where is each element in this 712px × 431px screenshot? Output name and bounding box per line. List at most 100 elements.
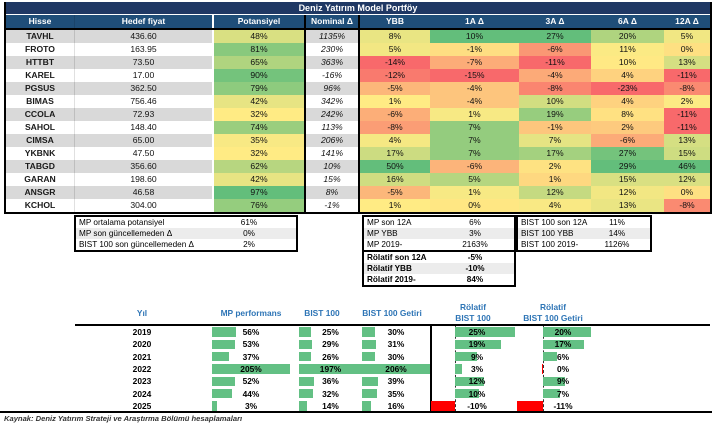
year-cell[interactable]: 2023 — [132, 376, 152, 387]
potential-cell[interactable]: 65% — [212, 56, 304, 69]
summary-value[interactable]: 6% — [469, 218, 481, 227]
perf-value-cell[interactable]: 14% — [322, 400, 339, 411]
delta-cell[interactable]: 13% — [664, 56, 710, 69]
delta-cell[interactable]: -14% — [360, 56, 430, 69]
delta-cell[interactable]: 7% — [430, 134, 519, 147]
delta-cell[interactable]: 1% — [519, 173, 591, 186]
potential-cell[interactable]: 97% — [212, 186, 304, 199]
delta-cell[interactable]: -23% — [591, 82, 664, 95]
target-price-cell[interactable]: 198.60 — [74, 173, 212, 186]
nominal-delta-cell[interactable]: 96% — [304, 82, 360, 95]
potential-cell[interactable]: 35% — [212, 134, 304, 147]
summary-label[interactable]: BIST 100 son güncellemeden Δ — [79, 240, 195, 249]
ticker-cell[interactable]: TABGD — [6, 160, 74, 173]
summary-label[interactable]: MP son 12A — [367, 218, 412, 227]
delta-cell[interactable]: -8% — [360, 121, 430, 134]
perf-value-cell[interactable]: 206% — [385, 363, 407, 374]
delta-cell[interactable]: 1% — [360, 95, 430, 108]
perf-value-cell[interactable]: 3% — [470, 363, 484, 374]
delta-cell[interactable]: -11% — [664, 69, 710, 82]
summary-value[interactable]: 14% — [608, 229, 626, 238]
perf-value-cell[interactable]: 30% — [387, 351, 405, 362]
nominal-delta-cell[interactable]: 1135% — [304, 30, 360, 43]
delta-cell[interactable]: -6% — [360, 108, 430, 121]
delta-cell[interactable]: -6% — [430, 160, 519, 173]
delta-cell[interactable]: 7% — [519, 134, 591, 147]
delta-cell[interactable]: -8% — [519, 82, 591, 95]
delta-cell[interactable]: 17% — [519, 147, 591, 160]
perf-value-cell[interactable]: 10% — [468, 388, 486, 399]
perf-value-cell[interactable]: 9% — [470, 351, 484, 362]
perf-value-cell[interactable]: 44% — [242, 388, 260, 399]
delta-cell[interactable]: 7% — [430, 147, 519, 160]
nominal-delta-cell[interactable]: 206% — [304, 134, 360, 147]
summary-label[interactable]: MP ortalama potansiyel — [79, 218, 165, 227]
perf-value-cell[interactable]: 37% — [242, 351, 260, 362]
perf-value-cell[interactable]: 6% — [556, 351, 570, 362]
delta-cell[interactable]: 12% — [664, 173, 710, 186]
delta-cell[interactable]: -5% — [360, 82, 430, 95]
summary-value[interactable]: 2163% — [462, 240, 488, 249]
ticker-cell[interactable]: FROTO — [25, 44, 55, 54]
delta-cell[interactable]: 5% — [664, 30, 710, 43]
delta-cell[interactable]: 1% — [360, 199, 430, 212]
nominal-delta-cell[interactable]: 342% — [304, 95, 360, 108]
perf-value-cell[interactable]: 56% — [242, 327, 260, 337]
target-price-cell[interactable]: 356.60 — [74, 160, 212, 173]
perf-value-cell[interactable]: 25% — [468, 327, 486, 337]
summary-label[interactable]: Rölatif son 12A — [367, 253, 427, 262]
year-cell[interactable]: 2022 — [132, 363, 152, 374]
target-price-cell[interactable]: 17.00 — [74, 69, 212, 82]
perf-value-cell[interactable]: 26% — [322, 351, 339, 362]
delta-cell[interactable]: -11% — [664, 108, 710, 121]
delta-cell[interactable]: -7% — [430, 56, 519, 69]
nominal-delta-cell[interactable]: 230% — [304, 43, 360, 56]
target-price-cell[interactable]: 47.50 — [74, 147, 212, 160]
column-header[interactable]: Nominal Δ — [304, 15, 360, 28]
delta-cell[interactable]: 15% — [591, 173, 664, 186]
column-header[interactable]: 1A Δ — [464, 16, 485, 26]
perf-value-cell[interactable]: -11% — [553, 400, 573, 411]
perf-value-cell[interactable]: 20% — [554, 327, 572, 337]
perf-value-cell[interactable]: 12% — [468, 376, 486, 387]
ticker-cell[interactable]: HTTBT — [6, 56, 74, 69]
delta-cell[interactable]: -11% — [519, 56, 591, 69]
delta-cell[interactable]: 46% — [664, 160, 710, 173]
summary-value[interactable]: 2% — [243, 240, 255, 249]
perf-value-cell[interactable]: 31% — [387, 339, 405, 350]
delta-cell[interactable]: 8% — [591, 108, 664, 121]
delta-cell[interactable]: 29% — [591, 160, 664, 173]
year-cell[interactable]: 2021 — [132, 351, 152, 362]
perf-value-cell[interactable]: 53% — [242, 339, 260, 350]
year-cell[interactable]: 2024 — [132, 388, 152, 399]
perf-value-cell[interactable]: 3% — [244, 400, 258, 411]
target-price-cell[interactable]: 362.50 — [74, 82, 212, 95]
summary-value[interactable]: 1126% — [604, 240, 630, 249]
nominal-delta-cell[interactable]: 242% — [304, 108, 360, 121]
target-price-cell[interactable]: 304.00 — [74, 199, 212, 212]
delta-cell[interactable]: -8% — [664, 199, 710, 212]
summary-label[interactable]: BIST 100 YBB — [521, 229, 574, 238]
perf-value-cell[interactable]: 16% — [387, 400, 405, 411]
summary-label[interactable]: BIST 100 son 12A — [521, 218, 588, 227]
delta-cell[interactable]: 4% — [519, 199, 591, 212]
nominal-delta-cell[interactable]: -16% — [304, 69, 360, 82]
year-cell[interactable]: 2020 — [132, 339, 152, 350]
delta-cell[interactable]: -4% — [430, 95, 519, 108]
delta-cell[interactable]: 7% — [430, 121, 519, 134]
potential-cell[interactable]: 62% — [212, 160, 304, 173]
column-header[interactable]: 12A Δ — [675, 16, 699, 26]
nominal-delta-cell[interactable]: 113% — [304, 121, 360, 134]
delta-cell[interactable]: -15% — [430, 69, 519, 82]
nominal-delta-cell[interactable]: 8% — [304, 186, 360, 199]
potential-cell[interactable]: 42% — [212, 173, 304, 186]
potential-cell[interactable]: 79% — [212, 82, 304, 95]
delta-cell[interactable]: 19% — [519, 108, 591, 121]
perf-value-cell[interactable]: 19% — [468, 339, 486, 350]
delta-cell[interactable]: -11% — [664, 121, 710, 134]
delta-cell[interactable]: 0% — [664, 186, 710, 199]
delta-cell[interactable]: 10% — [591, 56, 664, 69]
target-price-cell[interactable]: 72.93 — [74, 108, 212, 121]
summary-value[interactable]: 61% — [240, 218, 258, 227]
delta-cell[interactable]: 2% — [519, 160, 591, 173]
